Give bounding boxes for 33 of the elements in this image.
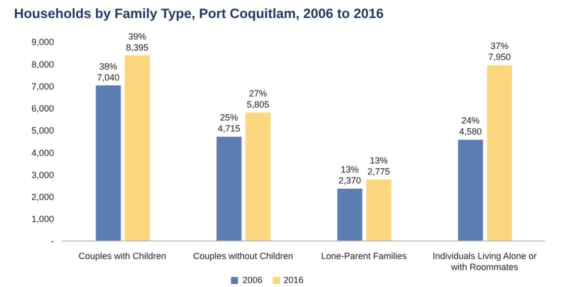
y-tick-label: 1,000 <box>31 214 54 224</box>
bar <box>366 180 392 241</box>
legend-label: 2006 <box>242 275 262 285</box>
data-label: 13% 2,370 <box>338 164 362 186</box>
bar <box>487 65 512 241</box>
bar <box>96 85 121 241</box>
y-tick-label: 3,000 <box>31 170 54 180</box>
y-tick-label: - <box>51 236 54 246</box>
data-label: 13% 2,775 <box>368 156 390 177</box>
x-tick-label: Lone-Parent Families <box>321 251 408 261</box>
data-label: 27% 5,805 <box>246 88 270 110</box>
bar <box>458 140 484 241</box>
y-tick-label: 2,000 <box>31 192 54 202</box>
x-tick-label: Individuals Living Alone or with Roommates <box>432 251 537 272</box>
data-label: 39% 8,395 <box>126 31 149 52</box>
chart-title: Households by Family Type, Port Coquitlam, 2006 to 2016 <box>14 6 384 21</box>
x-tick-label: Couples without Children <box>193 251 294 261</box>
bar <box>246 112 271 241</box>
legend-label: 2016 <box>284 275 304 285</box>
data-label: 24% 4,580 <box>459 116 482 137</box>
data-label: 25% 4,715 <box>218 112 240 134</box>
data-label: 38% 7,040 <box>97 61 120 82</box>
y-tick-label: 7,000 <box>31 81 54 92</box>
y-tick-label: 6,000 <box>31 104 54 114</box>
y-tick-label: 9,000 <box>31 37 54 48</box>
x-tick-label: Couples with Children <box>78 251 166 261</box>
y-tick-label: 5,000 <box>31 126 54 136</box>
bar <box>124 55 150 241</box>
data-label: 37% 7,950 <box>488 41 511 62</box>
y-tick-label: 8,000 <box>31 59 54 70</box>
y-tick-label: 4,000 <box>31 148 54 158</box>
bar <box>337 188 362 241</box>
bar <box>216 136 242 241</box>
